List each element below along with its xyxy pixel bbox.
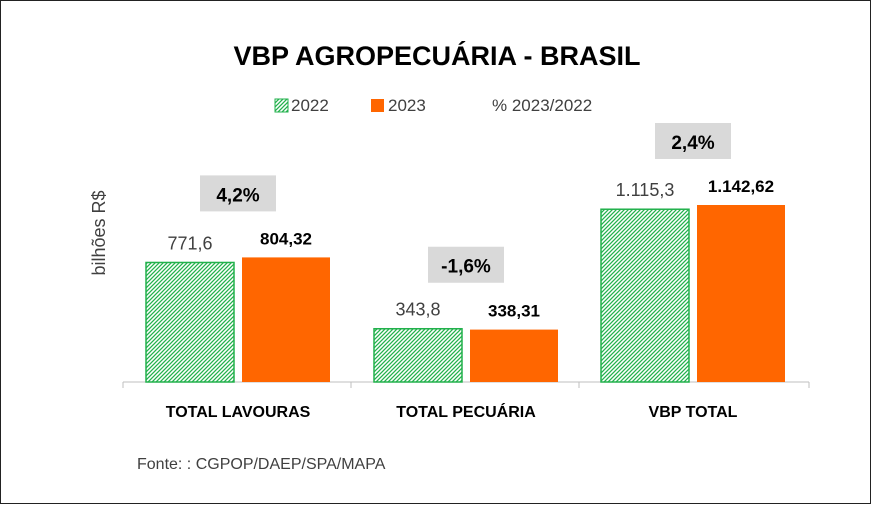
change-label: 4,2% [216,185,259,206]
data-label-2022: 1.115,3 [616,180,675,200]
bar-2023 [242,257,330,382]
change-label: -1,6% [441,257,491,278]
bar-2022 [145,261,235,383]
data-label-2022: 343,8 [395,300,440,320]
change-box [655,123,731,159]
y-axis-label: bilhões R$ [89,190,109,275]
legend-label-2023: 2023 [388,96,426,115]
data-label-2023: 804,32 [260,229,312,248]
source-note: Fonte: : CGPOP/DAEP/SPA/MAPA [137,456,386,473]
chart-title: VBP AGROPECUÁRIA - BRASIL [233,40,640,71]
change-label: 2,4% [671,133,714,154]
legend-swatch-2023 [371,99,384,112]
legend-label-2022: 2022 [291,96,329,115]
data-label-2023: 1.142,62 [708,177,774,196]
bar-2023 [470,329,558,382]
bar-2022 [600,208,690,383]
plot-area: 771,6 804,32 TOTAL LAVOURAS 4,2% 343,8 338,31… [122,123,810,421]
category-label: TOTAL LAVOURAS [166,404,311,421]
legend: 2022 2023 % 2023/2022 [274,96,592,115]
bar-2023 [697,205,785,382]
data-label-2023: 338,31 [488,302,540,321]
bar-2022 [373,327,463,383]
data-label-2022: 771,6 [167,233,212,253]
change-box [200,175,276,212]
category-label: TOTAL PECUÁRIA [396,402,536,421]
legend-label-change: % 2023/2022 [492,96,592,115]
category-label: VBP TOTAL [649,404,738,421]
legend-swatch-2022 [274,98,289,113]
change-box [428,246,504,283]
